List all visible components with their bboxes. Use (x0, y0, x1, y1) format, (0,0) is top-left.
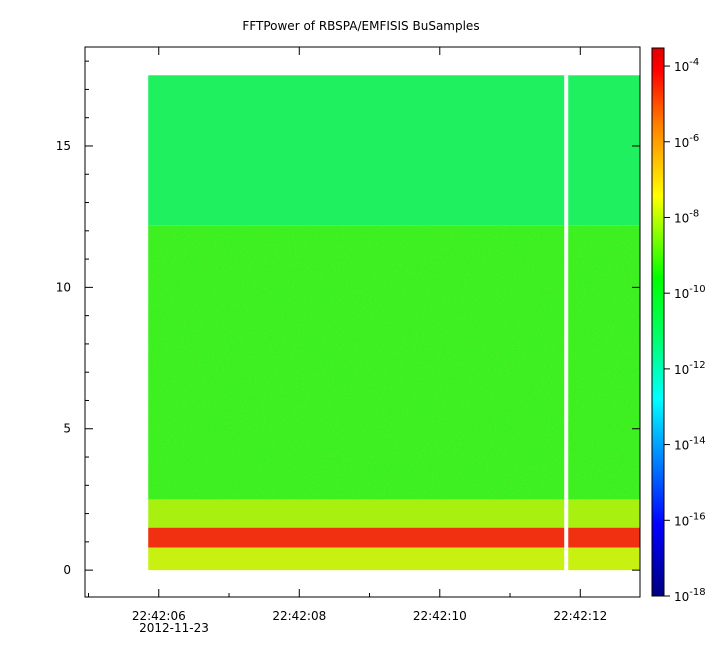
x-tick-label: 22:42:10 (413, 609, 467, 623)
colorbar-tick-label: 10-12 (674, 360, 706, 377)
spectrogram-band-4 (148, 547, 640, 571)
colorbar-tick-label: 10-18 (674, 587, 706, 604)
spectrogram-image (148, 75, 640, 571)
colorbar (651, 47, 665, 597)
x-tick-label: 22:42:12 (553, 609, 607, 623)
y-tick-label: 10 (56, 280, 71, 294)
spectrogram-band-2 (148, 499, 640, 528)
x-tick-label: 22:42:06 (132, 609, 186, 623)
x-date-label: 2012-11-23 (139, 621, 209, 635)
x-tick-label: 22:42:08 (272, 609, 326, 623)
y-tick-label: 0 (63, 563, 71, 577)
plot-frame (84, 46, 641, 598)
spectrogram-band-3 (148, 527, 640, 548)
colorbar-tick-label: 10-6 (674, 133, 699, 150)
noise-texture (148, 225, 640, 500)
colorbar-tick-label: 10-10 (674, 284, 706, 301)
colorbar-tick-label: 10-4 (674, 57, 699, 74)
y-tick-label: 15 (56, 139, 71, 153)
colorbar-axis: 10-4 10-6 10-8 10-10 10-12 10-14 10-16 10-18 (664, 57, 706, 604)
y-tick-label: 5 (63, 422, 71, 436)
spectrogram-band-0 (148, 75, 640, 226)
data-gap (564, 75, 569, 571)
colorbar-tick-label: 10-8 (674, 208, 699, 225)
colorbar-tick-label: 10-16 (674, 511, 706, 528)
colorbar-tick-label: 10-14 (674, 436, 706, 453)
y-axis: 0 5 10 15 (56, 60, 640, 577)
x-axis: 22:42:06 22:42:08 22:42:10 22:42:12 (88, 47, 607, 623)
chart-title: FFTPower of RBSPA/EMFISIS BuSamples (242, 19, 479, 33)
